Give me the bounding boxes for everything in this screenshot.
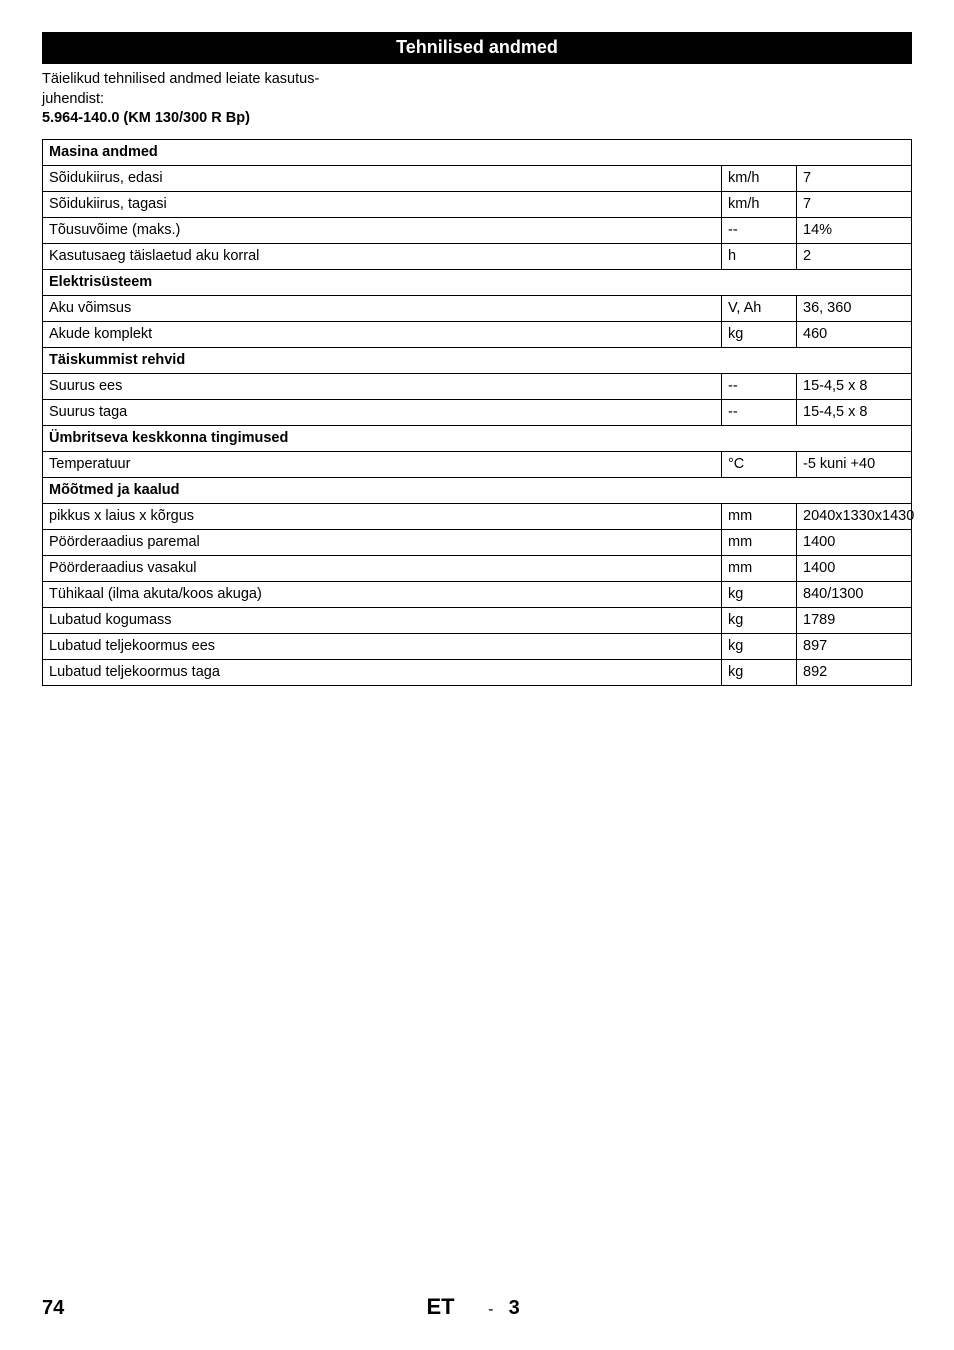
intro-text: Täielikud tehnilised andmed leiate kasut… xyxy=(42,70,912,129)
value-cell: 14% xyxy=(797,217,912,243)
unit-cell: -- xyxy=(722,373,797,399)
label-cell: Tõusuvõime (maks.) xyxy=(43,217,722,243)
label-cell: Pöörderaadius vasakul xyxy=(43,555,722,581)
label-cell: Tühikaal (ilma akuta/koos akuga) xyxy=(43,581,722,607)
value-cell: 15-4,5 x 8 xyxy=(797,373,912,399)
table-row: Tõusuvõime (maks.)--14% xyxy=(43,217,912,243)
page-number: 74 xyxy=(42,1297,64,1320)
table-row: pikkus x laius x kõrgusmm2040x1330x1430 xyxy=(43,503,912,529)
unit-cell: -- xyxy=(722,217,797,243)
value-cell: 7 xyxy=(797,165,912,191)
unit-cell: kg xyxy=(722,321,797,347)
footer-sub: 3 xyxy=(503,1297,520,1319)
value-cell: 840/1300 xyxy=(797,581,912,607)
value-cell: 7 xyxy=(797,191,912,217)
value-cell: 1789 xyxy=(797,607,912,633)
value-cell: 897 xyxy=(797,633,912,659)
spec-table: Masina andmedSõidukiirus, edasikm/h7Sõid… xyxy=(42,139,912,686)
table-row: Elektrisüsteem xyxy=(43,269,912,295)
value-cell: 2040x1330x1430 xyxy=(797,503,912,529)
table-row: Mõõtmed ja kaalud xyxy=(43,477,912,503)
unit-cell: mm xyxy=(722,529,797,555)
value-cell: 1400 xyxy=(797,555,912,581)
label-cell: Temperatuur xyxy=(43,451,722,477)
value-cell: 460 xyxy=(797,321,912,347)
value-cell: 2 xyxy=(797,243,912,269)
unit-cell: kg xyxy=(722,659,797,685)
table-row: Lubatud kogumasskg1789 xyxy=(43,607,912,633)
label-cell: Lubatud teljekoormus ees xyxy=(43,633,722,659)
unit-cell: V, Ah xyxy=(722,295,797,321)
section-title: Tehnilised andmed xyxy=(42,32,912,64)
value-cell: 36, 360 xyxy=(797,295,912,321)
table-row: Sõidukiirus, tagasikm/h7 xyxy=(43,191,912,217)
section-cell: Täiskummist rehvid xyxy=(43,347,912,373)
unit-cell: kg xyxy=(722,633,797,659)
intro-line3: 5.964-140.0 (KM 130/300 R Bp) xyxy=(42,110,250,126)
table-row: Tühikaal (ilma akuta/koos akuga)kg840/13… xyxy=(43,581,912,607)
unit-cell: °C xyxy=(722,451,797,477)
intro-line1: Täielikud tehnilised andmed leiate kasut… xyxy=(42,71,319,87)
table-row: Masina andmed xyxy=(43,139,912,165)
label-cell: Pöörderaadius paremal xyxy=(43,529,722,555)
label-cell: Lubatud kogumass xyxy=(43,607,722,633)
table-row: Sõidukiirus, edasikm/h7 xyxy=(43,165,912,191)
page-footer: 74 ET - 3 xyxy=(42,1294,912,1320)
footer-lang: ET xyxy=(426,1294,454,1319)
table-row: Temperatuur°C-5 kuni +40 xyxy=(43,451,912,477)
table-row: Ümbritseva keskkonna tingimused xyxy=(43,425,912,451)
label-cell: Akude komplekt xyxy=(43,321,722,347)
section-cell: Mõõtmed ja kaalud xyxy=(43,477,912,503)
unit-cell: mm xyxy=(722,503,797,529)
table-row: Pöörderaadius vasakulmm1400 xyxy=(43,555,912,581)
label-cell: pikkus x laius x kõrgus xyxy=(43,503,722,529)
unit-cell: -- xyxy=(722,399,797,425)
unit-cell: kg xyxy=(722,581,797,607)
label-cell: Suurus taga xyxy=(43,399,722,425)
table-row: Akude komplektkg460 xyxy=(43,321,912,347)
footer-center: ET - 3 xyxy=(64,1294,882,1320)
table-row: Suurus taga--15-4,5 x 8 xyxy=(43,399,912,425)
intro-line2: juhendist: xyxy=(42,91,104,107)
footer-dash: - xyxy=(488,1301,493,1318)
table-row: Aku võimsusV, Ah36, 360 xyxy=(43,295,912,321)
unit-cell: km/h xyxy=(722,165,797,191)
label-cell: Suurus ees xyxy=(43,373,722,399)
section-cell: Masina andmed xyxy=(43,139,912,165)
label-cell: Sõidukiirus, tagasi xyxy=(43,191,722,217)
label-cell: Lubatud teljekoormus taga xyxy=(43,659,722,685)
table-row: Lubatud teljekoormus eeskg897 xyxy=(43,633,912,659)
value-cell: 1400 xyxy=(797,529,912,555)
label-cell: Sõidukiirus, edasi xyxy=(43,165,722,191)
unit-cell: km/h xyxy=(722,191,797,217)
value-cell: -5 kuni +40 xyxy=(797,451,912,477)
section-cell: Elektrisüsteem xyxy=(43,269,912,295)
table-row: Suurus ees--15-4,5 x 8 xyxy=(43,373,912,399)
table-row: Täiskummist rehvid xyxy=(43,347,912,373)
table-row: Pöörderaadius paremalmm1400 xyxy=(43,529,912,555)
table-row: Kasutusaeg täislaetud aku korralh2 xyxy=(43,243,912,269)
label-cell: Aku võimsus xyxy=(43,295,722,321)
unit-cell: kg xyxy=(722,607,797,633)
value-cell: 15-4,5 x 8 xyxy=(797,399,912,425)
unit-cell: h xyxy=(722,243,797,269)
section-cell: Ümbritseva keskkonna tingimused xyxy=(43,425,912,451)
page-container: Tehnilised andmed Täielikud tehnilised a… xyxy=(0,0,954,686)
label-cell: Kasutusaeg täislaetud aku korral xyxy=(43,243,722,269)
value-cell: 892 xyxy=(797,659,912,685)
table-row: Lubatud teljekoormus tagakg892 xyxy=(43,659,912,685)
unit-cell: mm xyxy=(722,555,797,581)
